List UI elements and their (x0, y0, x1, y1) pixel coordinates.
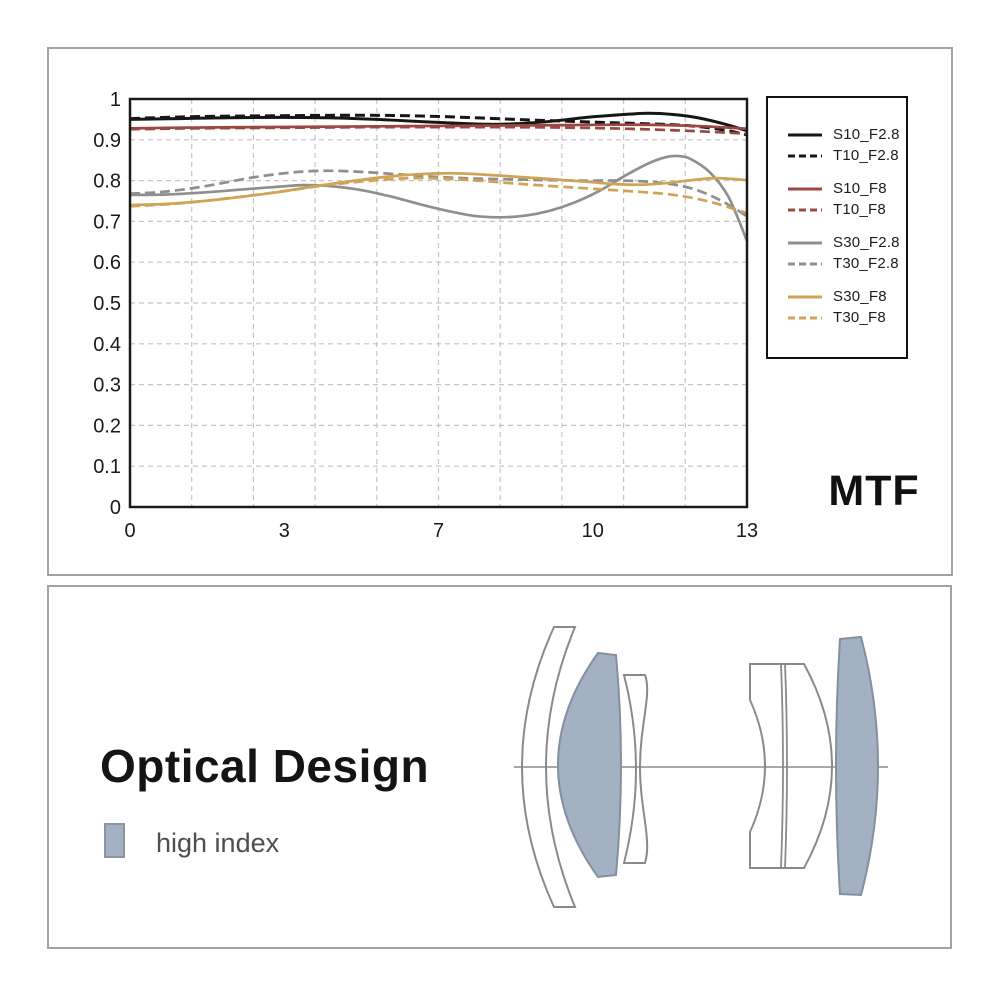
legend-line-swatch (788, 187, 822, 190)
y-tick-label: 0.7 (93, 211, 121, 233)
lens-diagram (514, 626, 888, 908)
lens-element-7-high-index (835, 635, 879, 897)
legend-item: S30_F2.8 (787, 232, 906, 253)
mtf-chart: 1 0.9 0.8 0.7 0.6 0.5 0.4 0.3 0.2 0.1 00 3 7 10 13 (93, 89, 758, 542)
legend-label: S10_F2.8 (833, 126, 900, 143)
curve-T30_F2.8 (129, 169, 748, 218)
y-tick-label: 1 (110, 89, 121, 111)
x-tick-label: 7 (433, 520, 444, 542)
y-tick-label: 0.9 (93, 130, 121, 152)
high-index-label: high index (156, 828, 280, 858)
chart-legend: S10_F2.8 T10_F2.8 S10_F8 T10_F8 S30_F2.8 T30_… (766, 96, 908, 359)
y-tick-label: 0.8 (93, 171, 121, 193)
curve-S10_F8 (129, 123, 748, 131)
curve-T10_F2.8 (129, 113, 748, 137)
x-tick-label: 13 (736, 520, 758, 542)
legend-item: S10_F2.8 (787, 124, 906, 145)
curve-T10_F8 (129, 125, 748, 136)
legend-label: S30_F2.8 (833, 234, 900, 251)
optical-design-title: Optical Design (100, 740, 430, 792)
legend-line-swatch (788, 154, 822, 157)
legend-label: S30_F8 (833, 288, 887, 305)
y-tick-label: 0.5 (93, 293, 121, 315)
optical-design-panel: Optical Design high index (47, 585, 952, 949)
cemented-surface-2 (784, 663, 788, 869)
x-tick-label: 3 (279, 520, 290, 542)
legend-item: T30_F8 (787, 307, 906, 328)
legend-item: T30_F2.8 (787, 253, 906, 274)
lens-element-1 (521, 626, 577, 908)
legend-label: S10_F8 (833, 180, 887, 197)
legend-line-swatch (788, 133, 822, 136)
plot-border (128, 97, 749, 509)
y-tick-label: 0.4 (93, 334, 121, 356)
legend-group: S10_F2.8 T10_F2.8 (787, 124, 906, 166)
curve-T30_F8 (129, 176, 748, 215)
curve-S30_F2.8 (129, 154, 749, 242)
legend-label: T30_F2.8 (833, 255, 899, 272)
x-tick-label: 10 (582, 520, 604, 542)
lens-doublet-group (749, 663, 833, 869)
lens-element-2-high-index (557, 651, 622, 879)
mtf-panel: 1 0.9 0.8 0.7 0.6 0.5 0.4 0.3 0.2 0.1 0 0 3 7 10 13 S10… (47, 47, 953, 576)
legend-item: T10_F8 (787, 199, 906, 220)
chart-title: MTF (828, 467, 920, 515)
legend-group: S30_F2.8 T30_F2.8 (787, 232, 906, 274)
legend-item: S30_F8 (787, 286, 906, 307)
y-tick-label: 0.1 (93, 456, 121, 478)
cemented-surface-1 (780, 663, 784, 869)
legend-item: S10_F8 (787, 178, 906, 199)
legend-item: T10_F2.8 (787, 145, 906, 166)
legend-label: T30_F8 (833, 309, 886, 326)
legend-line-swatch (788, 295, 822, 298)
legend-label: T10_F8 (833, 201, 886, 218)
legend-line-swatch (788, 316, 822, 319)
lens-element-3 (622, 674, 649, 864)
legend-group: S30_F8 T30_F8 (787, 286, 906, 328)
y-tick-label: 0.6 (93, 252, 121, 274)
legend-line-swatch (788, 208, 822, 211)
legend-line-swatch (788, 262, 822, 265)
high-index-swatch (104, 823, 125, 858)
legend-group: S10_F8 T10_F8 (787, 178, 906, 220)
y-tick-label: 0.2 (93, 415, 121, 437)
legend-label: T10_F2.8 (833, 147, 899, 164)
x-tick-label: 0 (124, 520, 135, 542)
y-tick-label: 0 (110, 497, 121, 519)
legend-line-swatch (788, 241, 822, 244)
y-tick-label: 0.3 (93, 375, 121, 397)
